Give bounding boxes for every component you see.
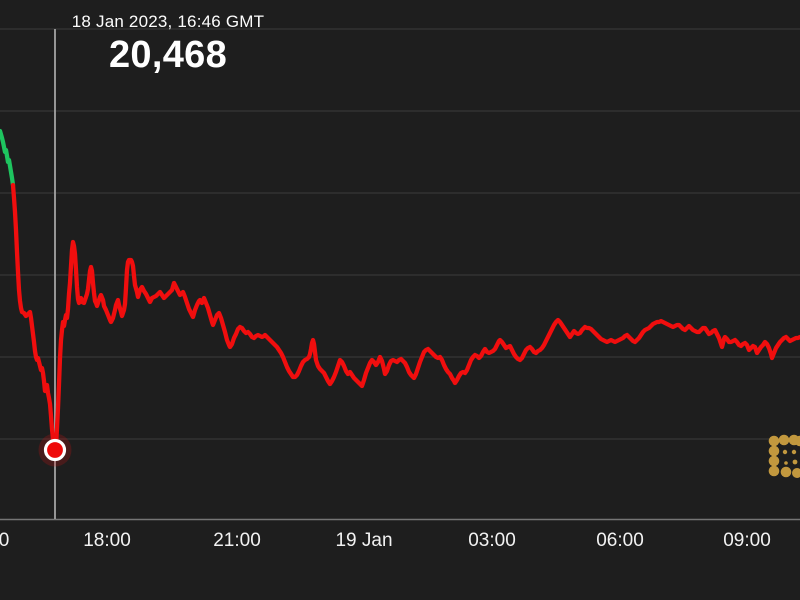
x-axis-tick-label: 21:00	[213, 530, 261, 551]
crosshair-readout: 18 Jan 2023, 16:46 GMT 20,468	[0, 11, 336, 75]
coindesk-dots-logo	[791, 449, 797, 455]
crosshair-timestamp: 18 Jan 2023, 16:46 GMT	[71, 12, 265, 31]
coindesk-dots-logo	[768, 435, 780, 447]
x-axis: 0 18:00 21:00 19 Jan 03:00 06:00 09:00	[0, 530, 800, 556]
coindesk-dots-logo	[778, 434, 790, 446]
coindesk-dots-logo	[768, 455, 780, 467]
coindesk-dots-logo	[768, 445, 780, 457]
coindesk-dots-logo	[780, 466, 792, 478]
coindesk-dots-logo	[768, 465, 780, 477]
x-axis-tick-label: 19 Jan	[335, 530, 393, 551]
coindesk-dots-logo	[782, 449, 788, 455]
crosshair-price: 20,468	[108, 34, 228, 76]
x-axis-tick-label: 09:00	[723, 530, 771, 551]
coindesk-dots-logo	[784, 461, 788, 465]
x-axis-tick-label: 03:00	[468, 530, 516, 551]
coindesk-dots-logo	[792, 459, 798, 465]
low-point-marker	[43, 438, 67, 462]
price-line-green	[0, 128, 16, 188]
coindesk-dots-logo	[792, 468, 800, 478]
x-axis-tick-label: 18:00	[83, 530, 131, 551]
price-line-red	[10, 182, 800, 456]
x-axis-tick-label: 06:00	[596, 530, 644, 551]
x-axis-tick-label: 0	[0, 530, 10, 551]
coindesk-dots-logo	[794, 435, 800, 447]
